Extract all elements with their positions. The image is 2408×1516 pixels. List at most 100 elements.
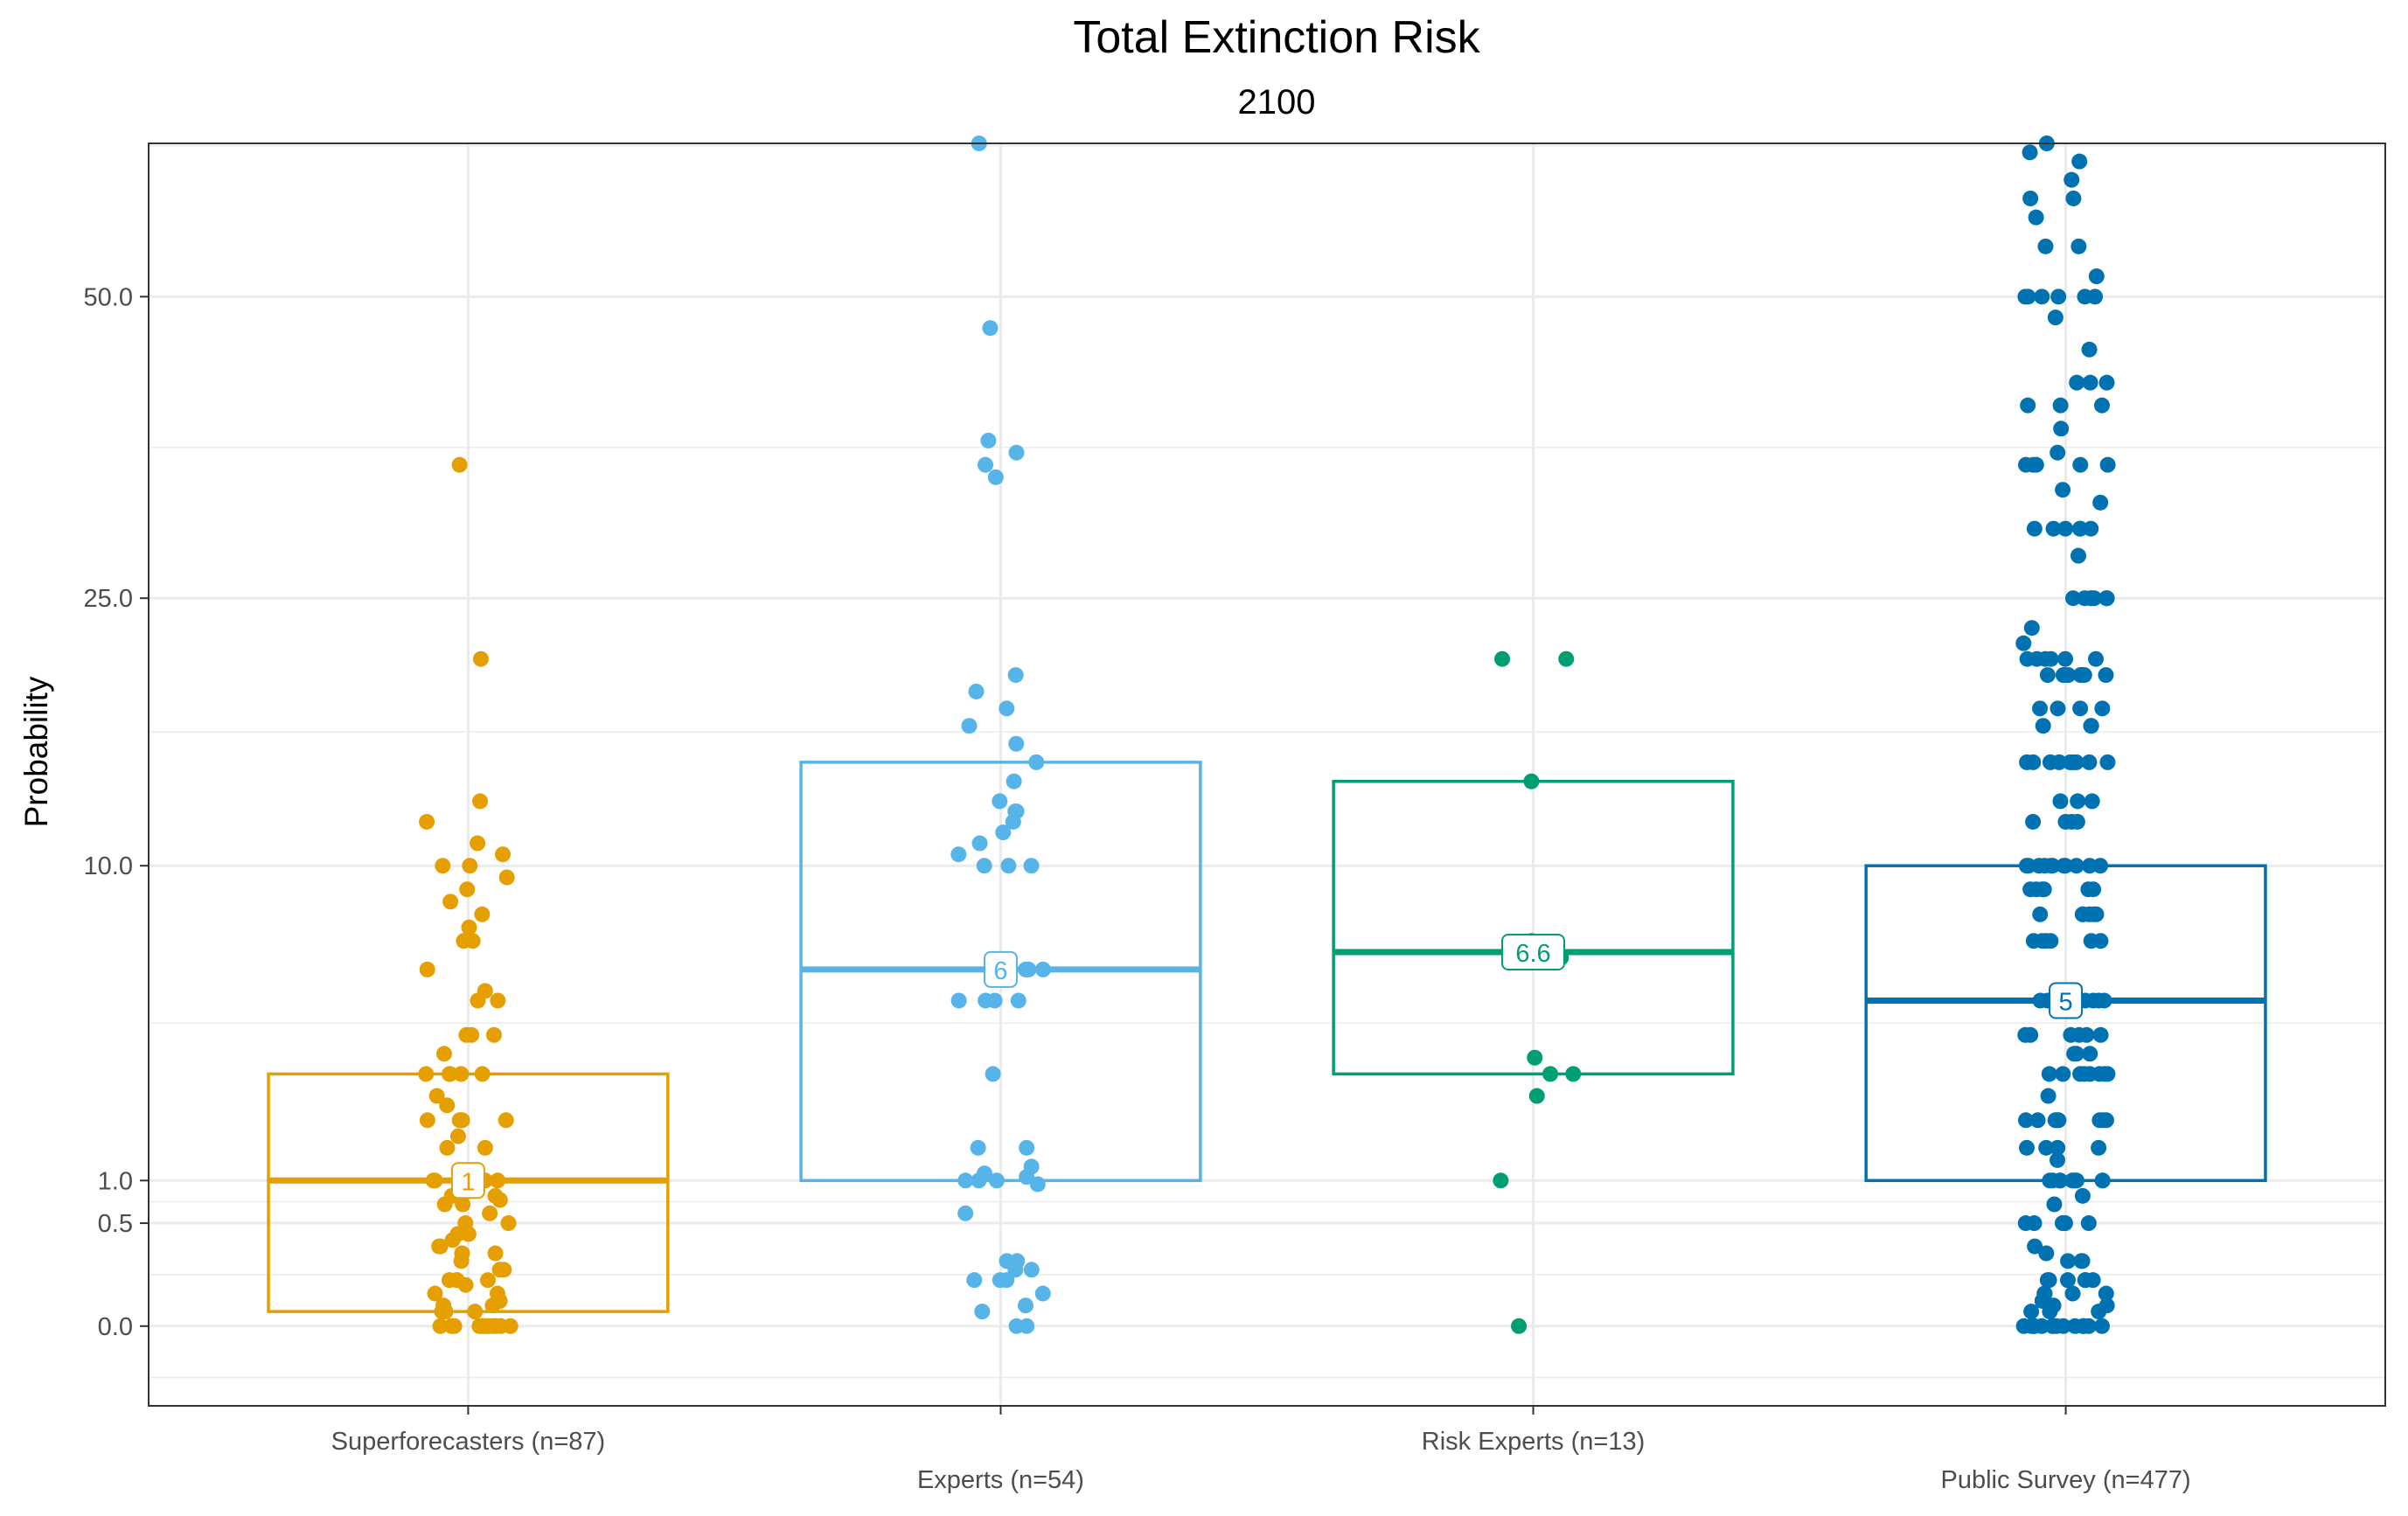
data-point <box>446 1318 463 1334</box>
data-point <box>2036 1285 2053 1302</box>
data-point <box>2098 374 2115 391</box>
data-point <box>455 1196 471 1213</box>
data-point <box>968 683 985 699</box>
data-point <box>2045 520 2062 537</box>
median-label-box <box>2049 982 2084 1019</box>
data-point <box>1523 773 1540 789</box>
data-point <box>2098 590 2115 607</box>
data-point <box>2088 650 2105 667</box>
data-point <box>2015 635 2032 651</box>
data-point <box>2076 667 2092 684</box>
data-point <box>2067 1172 2084 1189</box>
data-point <box>950 846 967 863</box>
data-point <box>419 1112 435 1129</box>
data-point <box>418 1066 435 1082</box>
data-point <box>2028 209 2044 226</box>
data-point <box>978 992 994 1009</box>
data-point <box>2057 858 2074 874</box>
data-point <box>1034 1285 1051 1302</box>
data-point <box>1006 773 1022 789</box>
data-point <box>442 1066 458 1082</box>
data-point <box>485 1318 502 1334</box>
data-point <box>2077 1272 2093 1289</box>
data-point <box>1019 1139 1035 1156</box>
data-point <box>427 1285 443 1302</box>
data-point <box>2029 650 2045 667</box>
data-point <box>2018 858 2035 874</box>
data-point <box>2035 718 2051 734</box>
data-point <box>976 1165 992 1182</box>
data-point <box>2070 238 2087 254</box>
data-point <box>2050 444 2066 461</box>
data-point <box>2083 520 2099 537</box>
data-point <box>472 650 489 667</box>
data-point <box>2081 754 2098 770</box>
data-point <box>457 1215 474 1232</box>
data-point <box>2085 906 2102 922</box>
data-point <box>2025 813 2042 830</box>
data-point <box>487 1245 504 1262</box>
y-tick-label: 0.0 <box>98 1313 133 1341</box>
data-point <box>2091 1066 2108 1082</box>
data-point <box>500 1215 517 1232</box>
data-point <box>2068 858 2084 874</box>
data-point <box>2071 520 2088 537</box>
data-point <box>957 1172 974 1189</box>
data-point <box>2041 1066 2057 1082</box>
data-point <box>472 793 489 810</box>
data-point <box>2017 289 2034 305</box>
data-point <box>487 1187 504 1204</box>
data-point <box>442 894 459 910</box>
data-point <box>1511 1318 1528 1334</box>
data-point <box>477 983 493 999</box>
data-point <box>2050 700 2066 717</box>
data-point <box>2032 700 2049 717</box>
data-point <box>498 1112 514 1129</box>
data-point <box>2042 1172 2058 1189</box>
data-point <box>2075 906 2091 922</box>
data-point <box>2094 1172 2111 1189</box>
data-point <box>454 1112 470 1129</box>
data-point <box>2047 309 2064 326</box>
data-point <box>1527 1049 1543 1066</box>
data-point <box>1034 961 1051 977</box>
data-point <box>2084 793 2100 810</box>
data-point <box>2064 590 2081 607</box>
data-point <box>970 1139 986 1156</box>
median-label-text: 6 <box>993 957 1007 985</box>
chart-subtitle: 2100 <box>1238 83 1316 122</box>
data-point <box>2028 456 2044 473</box>
median-label-box <box>1501 934 1566 971</box>
data-point <box>2054 1215 2070 1232</box>
median-label-text: 1 <box>461 1168 475 1196</box>
data-point <box>995 824 1012 841</box>
data-point <box>1028 754 1045 770</box>
data-point <box>2040 1088 2057 1104</box>
y-tick-label: 0.5 <box>98 1210 133 1238</box>
data-point <box>428 1088 445 1104</box>
data-point <box>1010 992 1027 1009</box>
data-point <box>2098 667 2114 684</box>
data-point <box>439 1139 456 1156</box>
data-point <box>2093 397 2110 414</box>
data-point <box>449 1128 466 1144</box>
data-point <box>2062 754 2078 770</box>
data-point <box>2026 1215 2043 1232</box>
data-point <box>2029 1112 2046 1129</box>
data-point <box>2088 268 2105 285</box>
data-point <box>489 1285 505 1302</box>
data-point <box>474 906 491 922</box>
data-point <box>1023 858 1040 874</box>
data-point <box>1029 1176 1046 1193</box>
data-point <box>490 1172 506 1189</box>
data-point <box>2027 1238 2043 1255</box>
data-point <box>495 846 512 863</box>
data-point <box>1007 667 1024 684</box>
data-point <box>2055 482 2071 498</box>
data-point <box>2081 341 2098 358</box>
data-point <box>2052 397 2069 414</box>
data-point <box>425 1172 442 1189</box>
data-point <box>1023 1158 1040 1175</box>
data-point <box>2093 1318 2110 1334</box>
data-point <box>988 1172 1005 1189</box>
